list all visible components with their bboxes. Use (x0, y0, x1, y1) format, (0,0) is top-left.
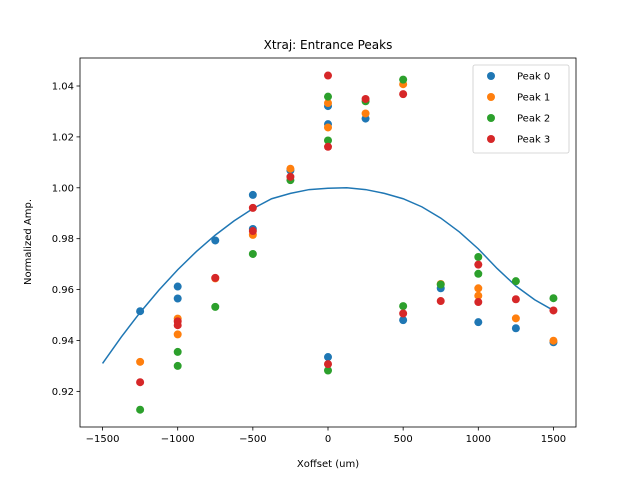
peak-3-point (136, 378, 145, 387)
peak-1-point (324, 123, 332, 132)
x-tick-label: −1000 (161, 434, 195, 445)
peak-2-point (399, 302, 408, 311)
peak-1-point (173, 330, 182, 339)
legend-marker (487, 93, 495, 101)
peak-2-point (324, 366, 332, 375)
y-tick-label: 1.00 (52, 183, 74, 194)
peak-3-point (361, 94, 370, 103)
peak-3-point (474, 260, 483, 269)
peak-0-point (211, 236, 220, 245)
peak-3-point (399, 90, 408, 99)
legend-label: Peak 3 (517, 135, 550, 146)
peak-2-point (324, 92, 332, 101)
peak-3-point (173, 321, 182, 330)
peak-2-point (136, 405, 145, 414)
y-tick-label: 0.92 (52, 387, 74, 398)
legend-label: Peak 0 (517, 72, 550, 83)
x-axis-label: Xoffset (um) (297, 459, 359, 470)
y-tick-label: 0.98 (52, 234, 74, 245)
peak-0-point (399, 316, 408, 325)
peak-2-point (324, 136, 332, 145)
peak-2-point (248, 249, 257, 258)
peak-0-point (136, 307, 145, 316)
peak-0-point (511, 324, 520, 333)
peak-3-point (549, 306, 558, 315)
peak-3-point (248, 203, 257, 212)
y-tick-label: 1.04 (52, 81, 74, 92)
legend-label: Peak 2 (517, 114, 550, 125)
fit-curve (101, 187, 554, 364)
peak-2-point (399, 75, 408, 84)
peak-1-point (136, 357, 145, 366)
peak-0-point (474, 318, 483, 327)
peak-3-point (511, 295, 520, 304)
peak-3-point (324, 360, 332, 369)
peak-2-point (173, 347, 182, 356)
peak-1-point (286, 164, 295, 173)
peak-1-point (324, 99, 332, 108)
peak-2-point (211, 302, 220, 311)
peak-3-point (399, 309, 408, 318)
peak-1-point (511, 314, 520, 323)
y-tick-label: 0.94 (52, 336, 74, 347)
legend-marker (487, 135, 495, 143)
peak-0-point (248, 190, 257, 199)
peak-1-point (474, 284, 483, 293)
peak-3-point (248, 227, 257, 236)
peak-3-point (324, 142, 332, 151)
peak-2-point (511, 277, 520, 286)
peak-0-point (324, 353, 332, 362)
legend-marker (487, 72, 495, 80)
chart-title: Xtraj: Entrance Peaks (264, 38, 393, 52)
peak-3-point (436, 297, 445, 306)
y-tick-label: 1.02 (52, 132, 74, 143)
y-axis-label: Normalized Amp. (23, 199, 34, 285)
y-tick-label: 0.96 (52, 285, 74, 296)
x-tick-label: 500 (394, 434, 413, 445)
peak-1-point (549, 336, 558, 345)
peak-2-point (436, 280, 445, 289)
peak-2-point (474, 269, 483, 278)
peak-3-point (211, 273, 220, 282)
x-tick-label: 0 (325, 434, 331, 445)
x-tick-label: 1500 (541, 434, 566, 445)
peak-2-point (549, 294, 558, 303)
x-tick-label: −500 (239, 434, 266, 445)
legend-marker (487, 114, 495, 122)
peak-2-point (173, 361, 182, 370)
x-tick-label: 1000 (466, 434, 491, 445)
legend-box (472, 64, 570, 154)
peak-3-point (286, 172, 295, 181)
peak-2-point (474, 253, 483, 262)
peak-3-point (474, 298, 483, 307)
legend: Peak 0 Peak 1 Peak 2 Peak 3 (472, 64, 570, 154)
peak-1-point (474, 291, 483, 300)
peak-0-point (173, 282, 182, 291)
legend-label: Peak 1 (517, 93, 550, 104)
peak-0-point (173, 294, 182, 303)
peak-1-point (361, 109, 370, 118)
x-tick-label: −1500 (86, 434, 120, 445)
peak-3-point (324, 71, 332, 80)
